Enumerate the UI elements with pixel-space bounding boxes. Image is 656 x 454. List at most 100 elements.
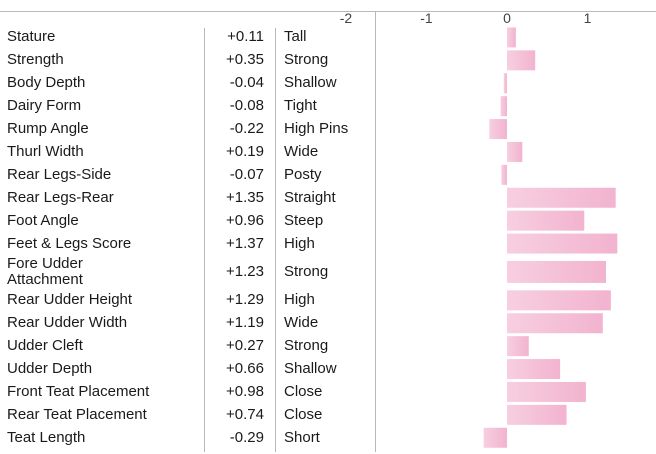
trait-value: +0.96 [226,211,264,229]
trait-row: Fore Udder Attachment +1.23 Strong [0,254,380,288]
bar-dairy-form [500,96,507,117]
trait-value: +1.29 [226,291,264,309]
trait-row: Rear Legs-Rear +1.35 Straight [0,188,380,206]
trait-row: Udder Cleft +0.27 Strong [0,338,380,354]
trait-row: Rear Udder Height +1.29 High [0,292,380,308]
trait-row: Rump Angle -0.22 High Pins [0,121,380,137]
bar-rear-legs-rear [507,187,616,208]
trait-value: -0.22 [229,120,264,138]
trait-row: Strength +0.35 Strong [0,52,380,68]
trait-row: Foot Angle +0.96 Steep [0,211,380,229]
trait-name: Rear Udder Height [7,291,133,309]
trait-descriptor: Shallow [284,74,337,92]
trait-name: Rear Teat Placement [7,405,147,423]
trait-row: Thurl Width +0.19 Wide [0,142,380,160]
trait-value: +1.37 [226,234,264,252]
trait-value: -0.04 [229,74,264,92]
top-rule [0,11,656,12]
trait-value: -0.29 [229,428,264,446]
x-tick-label: 1 [584,10,592,26]
x-tick-label: -1 [420,10,433,26]
trait-row: Rear Udder Width +1.19 Wide [0,315,380,331]
trait-descriptor: Strong [284,51,329,69]
trait-name: Feet & Legs Score [7,234,132,252]
trait-value: -0.08 [229,97,264,115]
trait-descriptor: Tall [284,28,307,46]
trait-name: Strength [7,51,64,69]
trait-value: +0.11 [227,28,264,46]
trait-descriptor: High [284,234,315,252]
trait-name: Teat Length [7,428,86,446]
trait-value: +0.66 [226,360,264,378]
trait-value: +0.19 [226,142,264,160]
trait-descriptor: Short [284,428,320,446]
x-tick-label: 0 [503,10,511,26]
trait-descriptor: Steep [284,211,324,229]
bar-rump-angle [489,119,507,140]
trait-name: Udder Cleft [7,337,83,355]
bar-udder-cleft [507,336,529,357]
bar-rear-legs-side [501,164,507,185]
x-tick-label: -2 [340,10,353,26]
bar-body-depth [503,73,507,94]
trait-row: Stature +0.11 Tall [0,29,380,45]
trait-value: +1.35 [226,188,264,206]
bar-strength [507,50,536,71]
trait-name: Foot Angle [7,211,79,229]
column-divider-2 [275,28,276,452]
trait-row: Body Depth -0.04 Shallow [0,75,380,91]
trait-name: Udder Depth [7,360,93,378]
trait-value: -0.07 [229,165,264,183]
trait-value: +0.98 [226,382,264,400]
trait-name: Dairy Form [7,97,82,115]
bar-foot-angle [507,210,585,231]
trait-row: Feet & Legs Score +1.37 High [0,234,380,252]
bar-thurl-width [507,141,523,162]
column-divider-1 [204,28,205,452]
trait-descriptor: Close [284,405,323,423]
trait-name: Rear Udder Width [7,314,128,332]
trait-descriptor: Strong [284,262,329,280]
trait-descriptor: Shallow [284,360,337,378]
trait-descriptor: Close [284,382,323,400]
trait-row: Udder Depth +0.66 Shallow [0,361,380,377]
trait-descriptor: Tight [284,97,317,115]
bar-teat-length [483,427,507,448]
bar-rear-udder-height [507,290,611,311]
trait-descriptor: Wide [284,314,319,332]
trait-name: Rear Legs-Side [7,165,112,183]
trait-value: +0.27 [226,337,264,355]
bar-rear-teat-placement [507,404,567,425]
trait-value: +0.74 [226,405,264,423]
trait-name: Stature [7,28,56,46]
bar-feet-legs-score [507,233,618,254]
trait-descriptor: Straight [284,188,336,206]
trait-descriptor: High Pins [284,120,349,138]
trait-descriptor: Strong [284,337,329,355]
trait-name: Rear Legs-Rear [7,188,114,206]
trait-name: Fore Udder Attachment [7,254,83,288]
trait-row: Rear Legs-Side -0.07 Posty [0,165,380,183]
column-divider-3 [375,11,376,452]
trait-name: Body Depth [7,74,86,92]
trait-row: Rear Teat Placement +0.74 Close [0,405,380,423]
bar-stature [507,27,516,48]
trait-name: Thurl Width [7,142,84,160]
bar-udder-depth [507,359,561,380]
trait-descriptor: Wide [284,142,319,160]
trait-row: Teat Length -0.29 Short [0,428,380,446]
trait-name: Front Teat Placement [7,382,150,400]
trait-row: Dairy Form -0.08 Tight [0,98,380,114]
bar-fore-udder-attachment [507,260,607,283]
bar-front-teat-placement [507,381,586,402]
trait-descriptor: Posty [284,165,322,183]
trait-value: +1.23 [226,262,264,280]
trait-descriptor: High [284,291,315,309]
trait-value: +0.35 [226,51,264,69]
trait-row: Front Teat Placement +0.98 Close [0,382,380,400]
trait-value: +1.19 [226,314,264,332]
bar-rear-udder-width [507,313,603,334]
trait-name: Rump Angle [7,120,89,138]
